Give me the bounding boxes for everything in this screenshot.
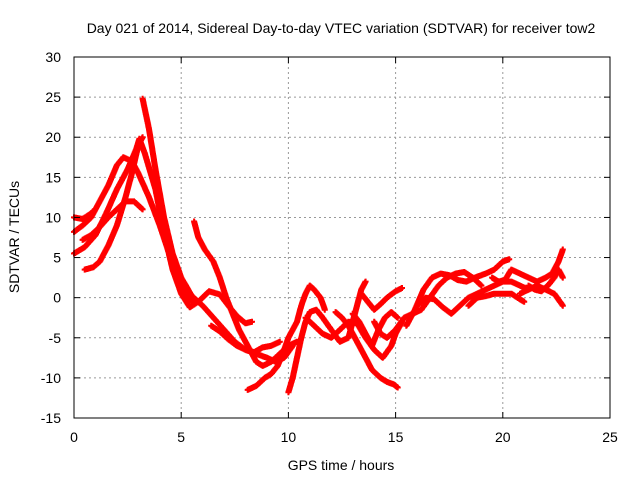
y-tick-label: 30: [45, 49, 61, 65]
y-tick-label: -5: [49, 330, 62, 346]
axis-ticks: 0 5 10 15 20 25 -15 -10 -5 0 5 10 15 20 25 30: [41, 49, 618, 445]
series-arc-21: [525, 266, 566, 295]
series-markers: [332, 309, 401, 391]
y-tick-label: 5: [53, 250, 61, 266]
series-arc-19: [489, 246, 566, 285]
y-tick-label: 15: [45, 169, 61, 185]
series-arc-9: [244, 282, 328, 393]
x-tick-label: 20: [495, 429, 511, 445]
series-markers: [244, 282, 328, 393]
series-arc-16: [403, 256, 513, 329]
plot-frame: [73, 56, 611, 419]
y-tick-label: 20: [45, 129, 61, 145]
y-tick-label: 10: [45, 209, 61, 225]
series-markers: [525, 266, 566, 295]
series-arc-5: [81, 134, 146, 273]
series-arc-18: [465, 290, 528, 309]
series-markers: [465, 290, 528, 309]
series-markers: [489, 246, 566, 285]
series-arc-13: [349, 309, 401, 349]
x-tick-label: 15: [388, 429, 404, 445]
series-markers: [81, 134, 146, 273]
x-tick-label: 5: [177, 429, 185, 445]
y-tick-label: 0: [53, 290, 61, 306]
series-markers: [208, 322, 283, 356]
series-arc-8: [208, 322, 283, 356]
x-axis-label: GPS time / hours: [288, 457, 395, 473]
y-tick-label: -10: [41, 370, 61, 386]
series-arc-14: [358, 285, 405, 313]
x-tick-label: 25: [602, 429, 618, 445]
y-tick-label: 25: [45, 89, 61, 105]
series-markers: [403, 256, 513, 329]
data-series: [71, 95, 566, 396]
chart-title: Day 021 of 2014, Sidereal Day-to-day VTE…: [87, 20, 596, 36]
y-axis-label: SDTVAR / TECUs: [6, 181, 22, 293]
series-markers: [358, 285, 405, 313]
series-markers: [349, 309, 401, 349]
series-arc-12: [332, 309, 401, 391]
x-tick-label: 10: [281, 429, 297, 445]
x-tick-label: 0: [70, 429, 78, 445]
y-tick-label: -15: [41, 410, 61, 426]
